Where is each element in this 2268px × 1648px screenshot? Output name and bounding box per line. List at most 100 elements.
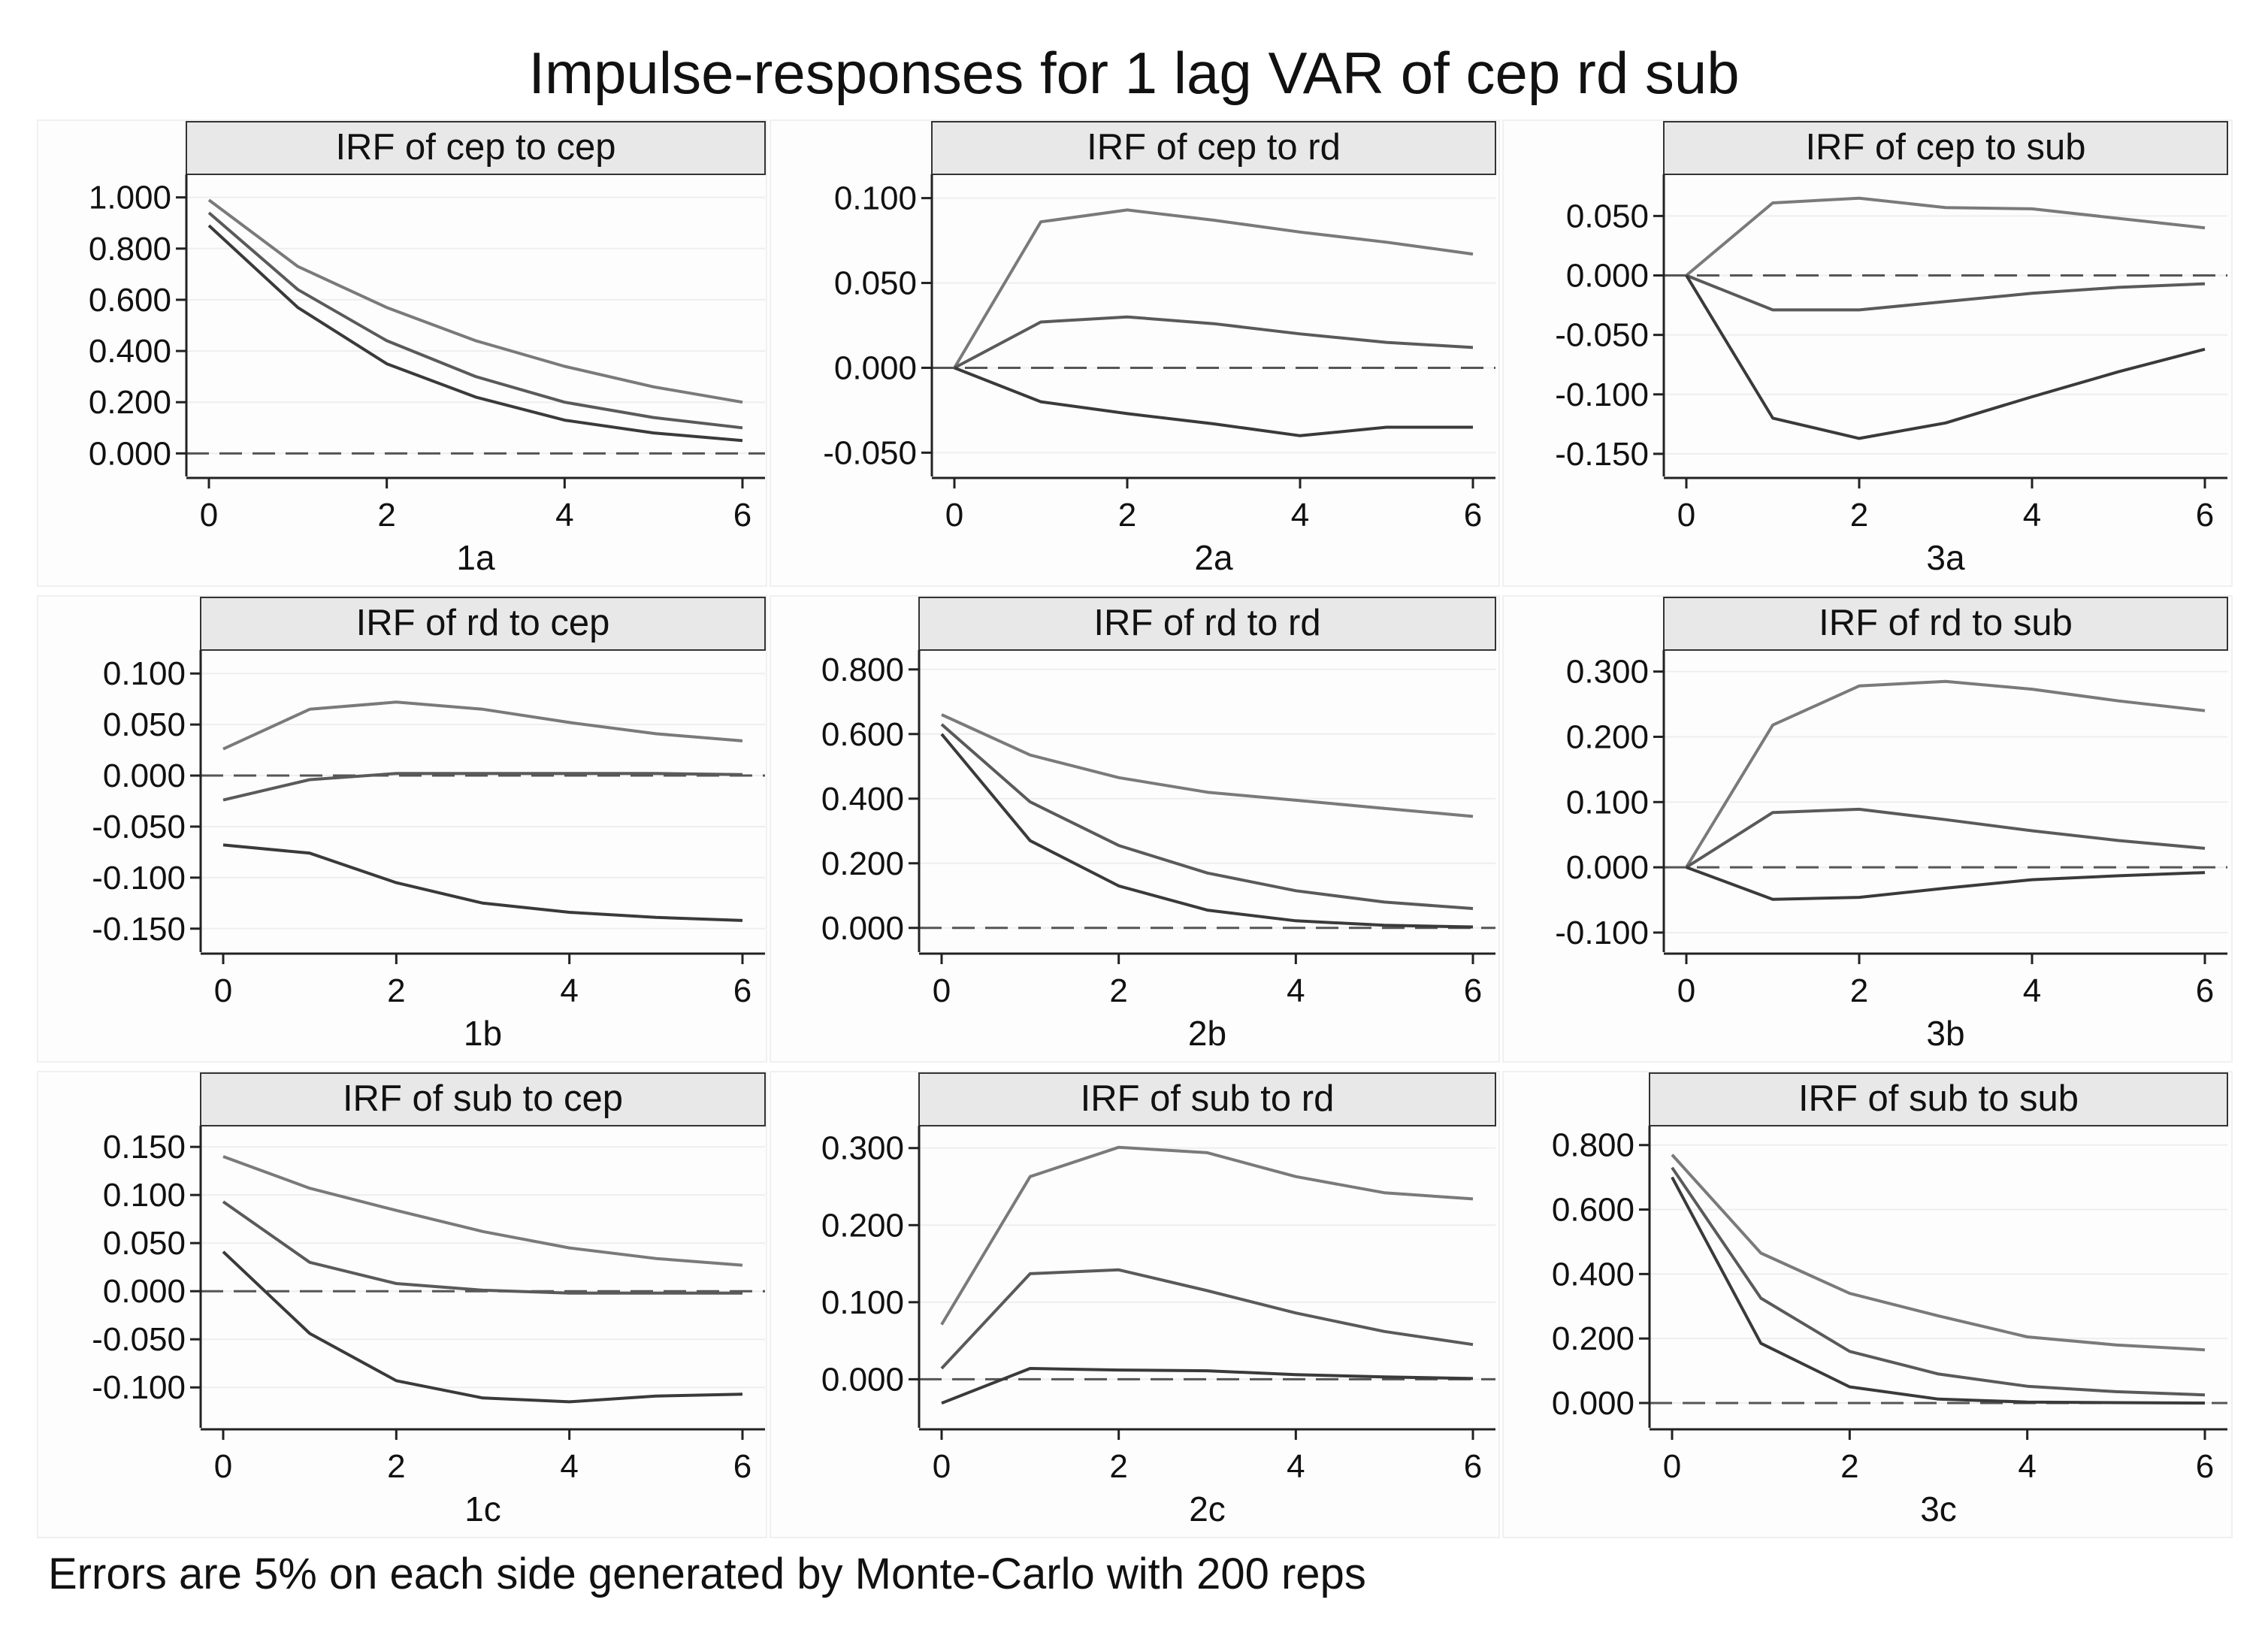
- panel-x-label: 3c: [1920, 1489, 1957, 1529]
- irf-line: [222, 1200, 742, 1295]
- irf-line: [940, 723, 1474, 910]
- lower-bound-line: [222, 843, 743, 922]
- panel-title: IRF of cep to rd: [1087, 127, 1341, 168]
- lower-bound-line: [222, 1250, 743, 1404]
- y-tick-label: 0.100: [821, 1284, 904, 1321]
- y-tick-label: 0.100: [834, 180, 917, 217]
- y-tick-label: 0.200: [821, 1207, 904, 1244]
- x-tick-label: 6: [2196, 1448, 2214, 1485]
- y-tick-label: 0.800: [89, 231, 171, 268]
- figure-title: Impulse-responses for 1 lag VAR of cep r…: [528, 40, 1739, 106]
- upper-bound-line: [1685, 679, 2206, 869]
- y-tick-label: 0.000: [821, 1361, 904, 1398]
- panel-x-label: 2c: [1189, 1489, 1226, 1529]
- y-tick-label: 0.800: [1552, 1127, 1634, 1164]
- panel-grid: IRF of cep to cep 0.000 0.200 0.400 0.600 0.8…: [37, 119, 2233, 1538]
- x-tick-label: 0: [933, 1448, 951, 1485]
- panel-title-strip: [1649, 1072, 2228, 1126]
- y-tick-label: 1.000: [89, 180, 171, 216]
- y-tick-label: -0.050: [92, 809, 186, 845]
- upper-bound-line: [222, 700, 743, 751]
- y-tick-label: 0.000: [103, 1273, 186, 1310]
- irf-line: [1685, 807, 2206, 869]
- panel-title-strip: [1663, 597, 2228, 651]
- irf-line: [1686, 274, 2206, 312]
- panel-1a: IRF of cep to cep 0.000 0.200 0.400 0.600 0.8…: [37, 119, 767, 587]
- panel-background: [770, 595, 1500, 1063]
- panel-1c: IRF of sub to cep -0.100 -0.050 0.000 0.050 0…: [37, 1071, 767, 1538]
- y-tick-label: 0.050: [103, 706, 186, 743]
- y-tick-label: 0.400: [89, 333, 171, 370]
- x-tick-label: 6: [733, 497, 751, 534]
- y-tick-label: 0.000: [1552, 1385, 1634, 1422]
- x-tick-label: 4: [555, 497, 573, 534]
- panel-title-strip: [1663, 121, 2228, 175]
- panel-title-strip: [931, 121, 1496, 175]
- y-tick-label: 0.100: [1566, 784, 1649, 821]
- panel-x-label: 1a: [456, 538, 495, 577]
- y-tick-label: 0.200: [1566, 718, 1649, 755]
- x-tick-label: 4: [1291, 497, 1309, 534]
- y-tick-label: 0.000: [834, 349, 917, 386]
- x-tick-label: 6: [733, 972, 751, 1009]
- lower-bound-line: [1686, 866, 2206, 901]
- upper-bound-line: [1671, 1154, 2206, 1352]
- panel-2c: IRF of sub to rd 0.000 0.100 0.200 0.300 0 2 4 6…: [770, 1071, 1500, 1538]
- x-tick-label: 0: [214, 972, 232, 1009]
- figure-footnote: Errors are 5% on each side generated by …: [48, 1550, 1366, 1598]
- panel-title: IRF of cep to cep: [335, 127, 615, 168]
- lower-bound-line: [954, 366, 1473, 437]
- x-tick-label: 4: [560, 1448, 578, 1485]
- upper-bound-line: [940, 1145, 1474, 1326]
- panel-title-strip: [200, 1072, 766, 1126]
- y-tick-label: -0.100: [1555, 376, 1649, 413]
- x-tick-label: 6: [2196, 497, 2214, 534]
- x-tick-label: 2: [387, 1448, 405, 1485]
- y-tick-label: 0.000: [89, 435, 171, 472]
- y-tick-label: -0.050: [823, 434, 917, 471]
- x-tick-label: 2: [1850, 497, 1868, 534]
- lower-bound-line: [1685, 274, 2206, 440]
- x-tick-label: 0: [933, 972, 951, 1009]
- irf-line: [222, 772, 743, 802]
- x-tick-label: 2: [1840, 1448, 1858, 1485]
- x-tick-label: 0: [945, 497, 963, 534]
- y-tick-label: 0.100: [103, 655, 186, 692]
- y-tick-label: 0.000: [103, 757, 186, 794]
- panel-background: [1502, 1071, 2233, 1538]
- y-tick-label: 0.000: [821, 910, 904, 947]
- panel-title: IRF of rd to cep: [356, 603, 610, 643]
- upper-bound-line: [953, 208, 1474, 369]
- panel-background: [37, 1071, 767, 1538]
- x-tick-label: 2: [1109, 1448, 1127, 1485]
- x-tick-label: 6: [1464, 1448, 1482, 1485]
- y-tick-label: 0.000: [1566, 849, 1649, 886]
- y-tick-label: 0.300: [1566, 654, 1649, 691]
- y-tick-label: 0.300: [821, 1130, 904, 1167]
- y-tick-label: -0.100: [92, 1369, 186, 1406]
- y-tick-label: 0.400: [1552, 1256, 1634, 1293]
- panel-2b: IRF of rd to rd 0.000 0.200 0.400 0.600 0.800…: [770, 595, 1500, 1063]
- y-tick-label: 0.200: [821, 845, 904, 882]
- panel-3a: IRF of cep to sub -0.150 -0.100 -0.050 0.000…: [1502, 119, 2233, 587]
- panel-x-label: 2b: [1188, 1014, 1226, 1053]
- panel-title: IRF of sub to sub: [1798, 1078, 2079, 1119]
- y-tick-label: 0.600: [1552, 1192, 1634, 1229]
- panel-1b: IRF of rd to cep -0.150 -0.100 -0.050 0.000 0…: [37, 595, 767, 1063]
- y-tick-label: 0.050: [834, 265, 917, 302]
- y-tick-label: 0.600: [89, 282, 171, 319]
- x-tick-label: 2: [387, 972, 405, 1009]
- panel-x-label: 3b: [1926, 1014, 1964, 1053]
- panel-background: [1502, 595, 2233, 1063]
- x-tick-label: 4: [2023, 972, 2041, 1009]
- x-tick-label: 4: [2018, 1448, 2036, 1485]
- y-tick-label: 0.050: [1566, 198, 1649, 234]
- lower-bound-line: [207, 224, 743, 443]
- panel-title: IRF of sub to rd: [1081, 1078, 1335, 1119]
- lower-bound-line: [940, 733, 1474, 929]
- panel-title: IRF of rd to rd: [1093, 603, 1320, 643]
- panel-title-strip: [918, 597, 1496, 651]
- y-tick-label: 0.050: [103, 1225, 186, 1262]
- y-tick-label: 0.600: [821, 716, 904, 753]
- x-tick-label: 4: [2023, 497, 2041, 534]
